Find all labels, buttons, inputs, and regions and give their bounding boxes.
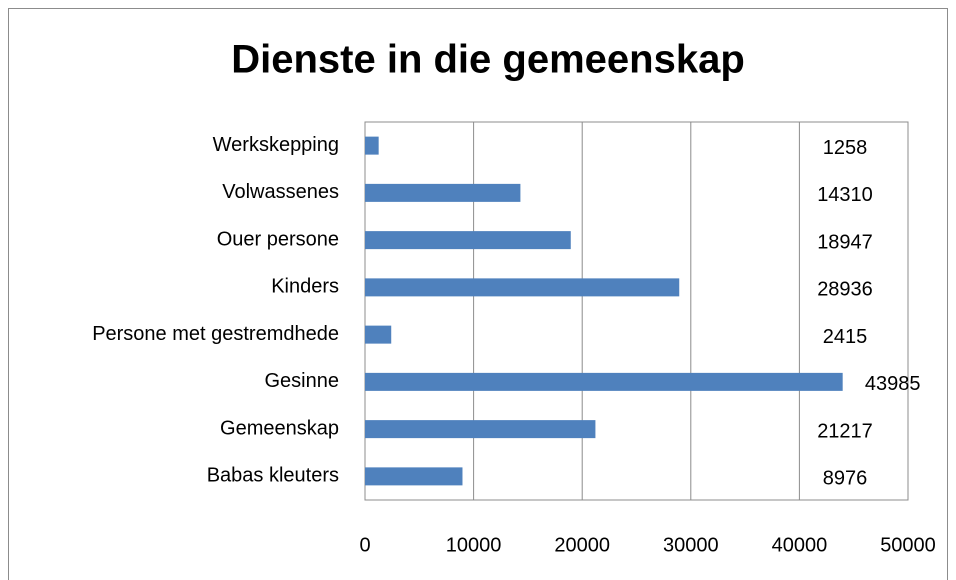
bar <box>365 325 392 344</box>
x-tick-label: 10000 <box>446 534 502 556</box>
data-label: 2415 <box>823 326 868 348</box>
bar <box>365 420 596 439</box>
data-label: 18947 <box>817 231 873 253</box>
x-tick-label: 30000 <box>663 534 719 556</box>
x-tick-label: 50000 <box>880 534 936 556</box>
data-label: 1258 <box>823 137 868 159</box>
bar <box>365 183 521 202</box>
bar <box>365 231 571 250</box>
bar <box>365 278 680 297</box>
bar <box>365 467 463 486</box>
y-tick-label: Kinders <box>271 276 339 298</box>
data-label: 21217 <box>817 420 873 442</box>
x-tick-label: 0 <box>359 534 370 556</box>
data-label: 28936 <box>817 279 873 301</box>
x-tick-label: 40000 <box>772 534 828 556</box>
bar <box>365 136 379 155</box>
y-tick-label: Persone met gestremdhede <box>92 323 339 345</box>
y-tick-label: Volwassenes <box>222 181 339 203</box>
y-tick-label: Gesinne <box>265 370 340 392</box>
x-tick-label: 20000 <box>554 534 610 556</box>
y-tick-label: Werkskepping <box>213 134 339 156</box>
data-label: 43985 <box>865 373 921 395</box>
data-label: 8976 <box>823 468 868 490</box>
bar <box>365 372 843 391</box>
chart-title: Dienste in die gemeenskap <box>231 38 745 82</box>
y-tick-label: Babas kleuters <box>207 465 339 487</box>
y-tick-label: Ouer persone <box>217 228 339 250</box>
data-label: 14310 <box>817 184 873 206</box>
y-tick-label: Gemeenskap <box>220 417 339 439</box>
